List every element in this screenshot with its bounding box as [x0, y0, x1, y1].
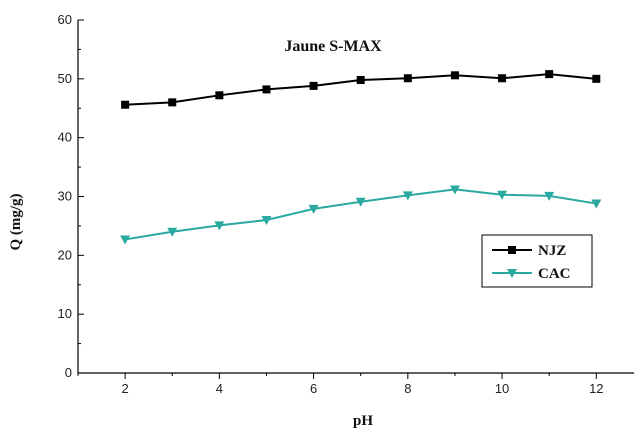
legend-marker-njz [508, 246, 516, 254]
x-tick-label: 12 [589, 381, 603, 396]
data-point-cac [355, 197, 366, 207]
data-point-njz [356, 76, 365, 85]
legend-label-njz: NJZ [538, 243, 566, 259]
data-point-cac [544, 191, 555, 201]
data-point-njz [121, 100, 130, 109]
data-point-njz [498, 74, 507, 83]
series-cac [120, 185, 602, 245]
data-point-cac [402, 191, 413, 201]
data-point-njz [545, 70, 554, 79]
legend: NJZ CAC [481, 234, 593, 288]
chart-title: Jaune S-MAX [284, 38, 382, 55]
x-tick-label: 10 [495, 381, 509, 396]
y-tick-label: 30 [58, 189, 72, 204]
y-tick-label: 40 [58, 130, 72, 145]
y-tick-label: 60 [58, 12, 72, 27]
series-layer [120, 70, 602, 245]
y-tick-label: 50 [58, 71, 72, 86]
data-point-njz [262, 85, 271, 94]
x-tick-label: 2 [122, 381, 129, 396]
data-point-cac [120, 235, 131, 245]
series-line-cac [124, 188, 597, 241]
data-point-njz [450, 71, 459, 80]
data-point-njz [215, 91, 224, 100]
series-njz [121, 70, 601, 109]
legend-marker-cac [507, 269, 517, 278]
data-point-cac [261, 216, 272, 226]
data-point-cac [214, 221, 225, 231]
data-point-njz [309, 81, 318, 90]
x-tick-label: 8 [404, 381, 411, 396]
axes: 0 10 20 30 40 50 60 2 4 6 8 10 12 [58, 12, 634, 396]
y-tick-label: 10 [58, 306, 72, 321]
y-axis-title: Q (mg/g) [8, 193, 24, 250]
data-point-cac [497, 190, 508, 200]
x-tick-label: 4 [216, 381, 223, 396]
y-tick-label: 20 [58, 247, 72, 262]
x-axis-title: pH [353, 413, 373, 428]
data-point-cac [167, 227, 178, 237]
y-tick-label: 0 [65, 365, 72, 380]
data-point-njz [592, 74, 601, 83]
data-point-njz [403, 74, 412, 83]
data-point-cac [591, 199, 602, 209]
data-point-cac [308, 204, 319, 214]
legend-label-cac: CAC [538, 266, 571, 282]
data-point-njz [168, 98, 177, 107]
legend-box [481, 234, 593, 288]
data-point-cac [449, 185, 460, 195]
x-tick-label: 6 [310, 381, 317, 396]
